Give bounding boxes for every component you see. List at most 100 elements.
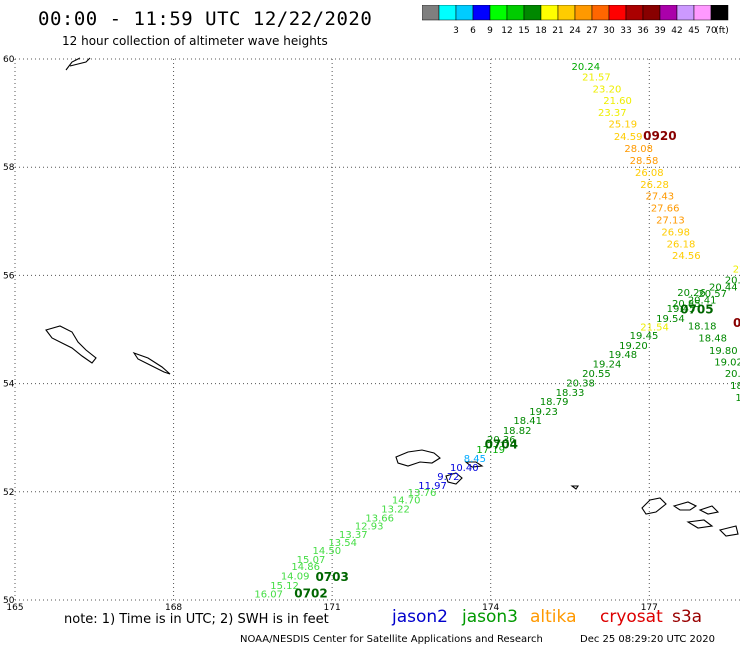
coastlines (45, 57, 739, 537)
wave-height-value: 21.54 (640, 323, 669, 334)
colorbar-label: 33 (620, 26, 631, 35)
colorbar-label: 39 (654, 26, 666, 35)
latitude-tick-label: 58 (3, 163, 15, 173)
pass-time-label: 0704 (485, 438, 518, 452)
coastline-buldir-island (570, 485, 580, 490)
colorbar-unit: (ft) (715, 26, 729, 35)
wave-height-value: 8.45 (464, 454, 486, 465)
colorbar-label: 30 (603, 26, 615, 35)
wave-height-value: 20.07 (725, 369, 740, 380)
wave-height-value: 13.76 (408, 488, 437, 499)
graticule (14, 58, 740, 601)
pass-time-label: 0919 (733, 316, 740, 330)
wave-height-value: 15.07 (297, 555, 326, 566)
coastline-agattu-island (445, 472, 463, 485)
coastline-commander-island (45, 325, 97, 364)
coastline-kamchatka (65, 57, 91, 71)
wave-height-value: 13.37 (339, 530, 368, 541)
latitude-tick-label: 60 (3, 55, 15, 65)
wave-height-value: 23.20 (593, 85, 622, 96)
colorbar-label: 6 (470, 26, 476, 35)
latitude-tick-label: 56 (3, 271, 15, 281)
legend-jason3: jason3 (462, 607, 518, 627)
wave-height-value: 25.19 (609, 120, 638, 131)
wave-height-value: 19.23 (529, 407, 558, 418)
colorbar-label: 18 (535, 26, 547, 35)
wave-height-value: 26.28 (640, 180, 669, 191)
track-jason3: 16.0715.1214.0914.8615.0714.5013.5413.37… (254, 304, 695, 600)
wave-height-value: 9.72 (437, 472, 459, 483)
wave-height-value: 20.24 (572, 62, 601, 73)
latitude-tick-label: 54 (3, 380, 15, 390)
footnote: note: 1) Time is in UTC; 2) SWH is in fe… (64, 612, 329, 627)
coastline-rat-islands (672, 501, 739, 537)
wave-height-value: 20.36 (487, 435, 516, 446)
altimeter-tracks: 16.0715.1214.0914.8615.0714.5013.5413.37… (254, 62, 740, 600)
wave-height-value: 18.82 (503, 426, 532, 437)
wave-height-value: 20.44 (709, 283, 738, 294)
legend-jason2: jason2 (392, 607, 448, 627)
wave-height-value: 24.56 (672, 251, 701, 262)
longitude-tick-label: 165 (6, 603, 23, 613)
colorbar-label: 21 (552, 26, 563, 35)
wave-height-value: 17.19 (476, 445, 505, 456)
wave-height-value: 19.48 (609, 350, 638, 361)
colorbar-label: 9 (487, 26, 493, 35)
wave-height-value: 18.18 (688, 322, 717, 333)
colorbar-label: 24 (569, 26, 581, 35)
wave-height-value: 22.26 (733, 265, 740, 276)
track-altika: 20.2421.5723.2021.6023.3725.1924.5928.08… (572, 62, 740, 276)
wave-height-value: 27.43 (646, 192, 675, 203)
wave-height-value: 19.24 (593, 359, 622, 370)
latitude-tick-label: 50 (3, 596, 15, 606)
wave-height-value: 14.70 (392, 496, 421, 507)
wave-height-value: 20.85 (672, 299, 701, 310)
wave-height-value: 18.33 (556, 388, 585, 399)
credit-line: NOAA/NESDIS Center for Satellite Applica… (240, 634, 543, 645)
wave-height-value: 20.55 (582, 369, 611, 380)
wave-height-value: 26.08 (635, 168, 664, 179)
wave-height-value: 20.38 (566, 378, 595, 389)
coastline-semichi-islands (464, 461, 484, 468)
colorbar-label: 70 (705, 26, 717, 35)
map-subtitle: 12 hour collection of altimeter wave hei… (62, 34, 328, 48)
wave-height-value: 21.60 (603, 96, 632, 107)
coastline-kiska-island (641, 497, 667, 515)
legend-altika: altika (530, 607, 577, 627)
wave-height-colorbar: 3 6 9 12 15 18 21 24 27 30 33 36 39 42 45 70(ft) (422, 5, 729, 35)
pass-time-label: 0920 (643, 129, 676, 143)
longitude-tick-label: 168 (165, 603, 182, 613)
colorbar-swatch (710, 5, 729, 21)
wave-height-value: 28.58 (630, 156, 659, 167)
wave-height-value: 16.07 (254, 589, 283, 600)
wave-height-value: 19.45 (667, 304, 696, 315)
wave-height-value: 20.26 (677, 288, 706, 299)
latitude-tick-label: 52 (3, 488, 14, 498)
wave-height-value: 18.94 (730, 381, 740, 392)
wave-height-value: 18.88 (735, 393, 740, 404)
wave-height-value: 14.86 (291, 562, 320, 573)
colorbar-label: 12 (501, 26, 512, 35)
coastline-mednyy-island (132, 351, 171, 375)
wave-height-value: 11.97 (418, 481, 447, 492)
wave-height-value: 18.41 (513, 416, 542, 427)
wave-height-value: 20.41 (688, 296, 717, 307)
longitude-tick-label: 171 (324, 603, 341, 613)
longitude-tick-label: 174 (482, 603, 499, 613)
colorbar-label: 27 (586, 26, 597, 35)
wave-height-value: 24.59 (614, 132, 643, 143)
longitude-tick-label: 177 (641, 603, 658, 613)
wave-height-value: 26.98 (661, 227, 690, 238)
colorbar-label: 36 (637, 26, 649, 35)
wave-height-value: 19.02 (714, 358, 740, 369)
wave-height-value: 18.48 (698, 333, 727, 344)
track-cryosat: 18.1818.4819.8019.0220.0718.9418.8818.55… (643, 129, 740, 404)
wave-height-value: 10.40 (450, 463, 479, 474)
wave-height-value: 13.22 (381, 504, 410, 515)
coastline-attu-island (395, 449, 441, 467)
colorbar-label: 42 (671, 26, 682, 35)
wave-height-value: 27.13 (656, 215, 685, 226)
wave-height-value: 18.79 (540, 397, 569, 408)
map-title: 00:00 - 11:59 UTC 12/22/2020 (38, 8, 373, 30)
